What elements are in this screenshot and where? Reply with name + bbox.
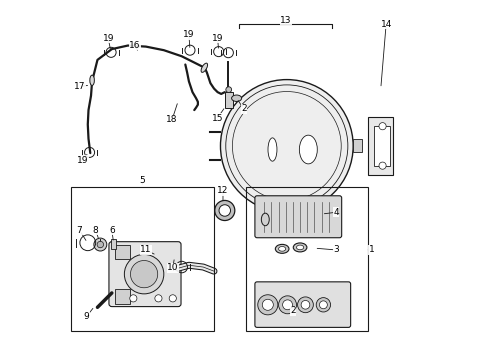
Circle shape [97, 241, 103, 248]
Circle shape [262, 299, 273, 310]
Text: 8: 8 [93, 226, 99, 235]
Text: 15: 15 [211, 114, 223, 123]
Circle shape [316, 298, 330, 312]
Circle shape [297, 297, 313, 313]
Circle shape [169, 295, 176, 302]
Circle shape [257, 295, 277, 315]
Circle shape [220, 80, 352, 212]
Text: 18: 18 [166, 115, 178, 124]
Ellipse shape [293, 243, 306, 252]
Circle shape [219, 205, 230, 216]
Text: 17: 17 [74, 82, 85, 91]
Ellipse shape [299, 135, 317, 164]
Text: 19: 19 [211, 34, 223, 43]
Ellipse shape [296, 245, 303, 250]
Circle shape [124, 255, 163, 294]
Ellipse shape [231, 95, 241, 102]
FancyBboxPatch shape [109, 242, 181, 307]
Bar [352, 139, 362, 152]
Circle shape [319, 301, 326, 309]
Text: 11: 11 [140, 246, 151, 255]
Bar [115, 289, 129, 304]
Circle shape [278, 296, 296, 314]
Circle shape [225, 87, 231, 93]
Text: 14: 14 [380, 19, 391, 28]
Bar [115, 244, 129, 259]
Circle shape [378, 123, 386, 130]
Ellipse shape [261, 213, 269, 226]
Circle shape [301, 301, 309, 309]
Text: 10: 10 [167, 264, 178, 273]
Circle shape [155, 295, 162, 302]
Text: 3: 3 [332, 246, 338, 255]
Bar [367, 117, 392, 175]
Circle shape [130, 261, 158, 288]
Text: 2: 2 [289, 306, 295, 315]
FancyBboxPatch shape [254, 282, 350, 327]
Ellipse shape [275, 244, 288, 253]
Circle shape [214, 201, 234, 221]
Bar [224, 92, 232, 108]
Text: 13: 13 [280, 16, 291, 25]
FancyBboxPatch shape [254, 196, 341, 238]
Ellipse shape [278, 247, 285, 251]
Text: 4: 4 [332, 208, 338, 217]
Text: 19: 19 [77, 156, 89, 165]
Ellipse shape [90, 75, 94, 85]
Bar [246, 187, 367, 330]
Text: 19: 19 [102, 34, 114, 43]
Text: 5: 5 [139, 176, 145, 185]
Ellipse shape [267, 138, 276, 161]
Circle shape [282, 300, 292, 310]
Bar [110, 239, 116, 249]
Circle shape [94, 238, 106, 251]
Ellipse shape [201, 63, 207, 72]
Bar [373, 126, 389, 166]
Text: 6: 6 [109, 226, 115, 235]
Text: 2: 2 [241, 104, 246, 113]
Circle shape [129, 295, 137, 302]
Circle shape [378, 162, 386, 169]
Text: 7: 7 [77, 226, 82, 235]
Text: 12: 12 [217, 186, 228, 195]
Text: 9: 9 [83, 312, 89, 321]
Text: 16: 16 [129, 41, 141, 50]
Text: 19: 19 [183, 30, 194, 39]
Text: 1: 1 [368, 246, 374, 255]
Bar [70, 187, 214, 330]
